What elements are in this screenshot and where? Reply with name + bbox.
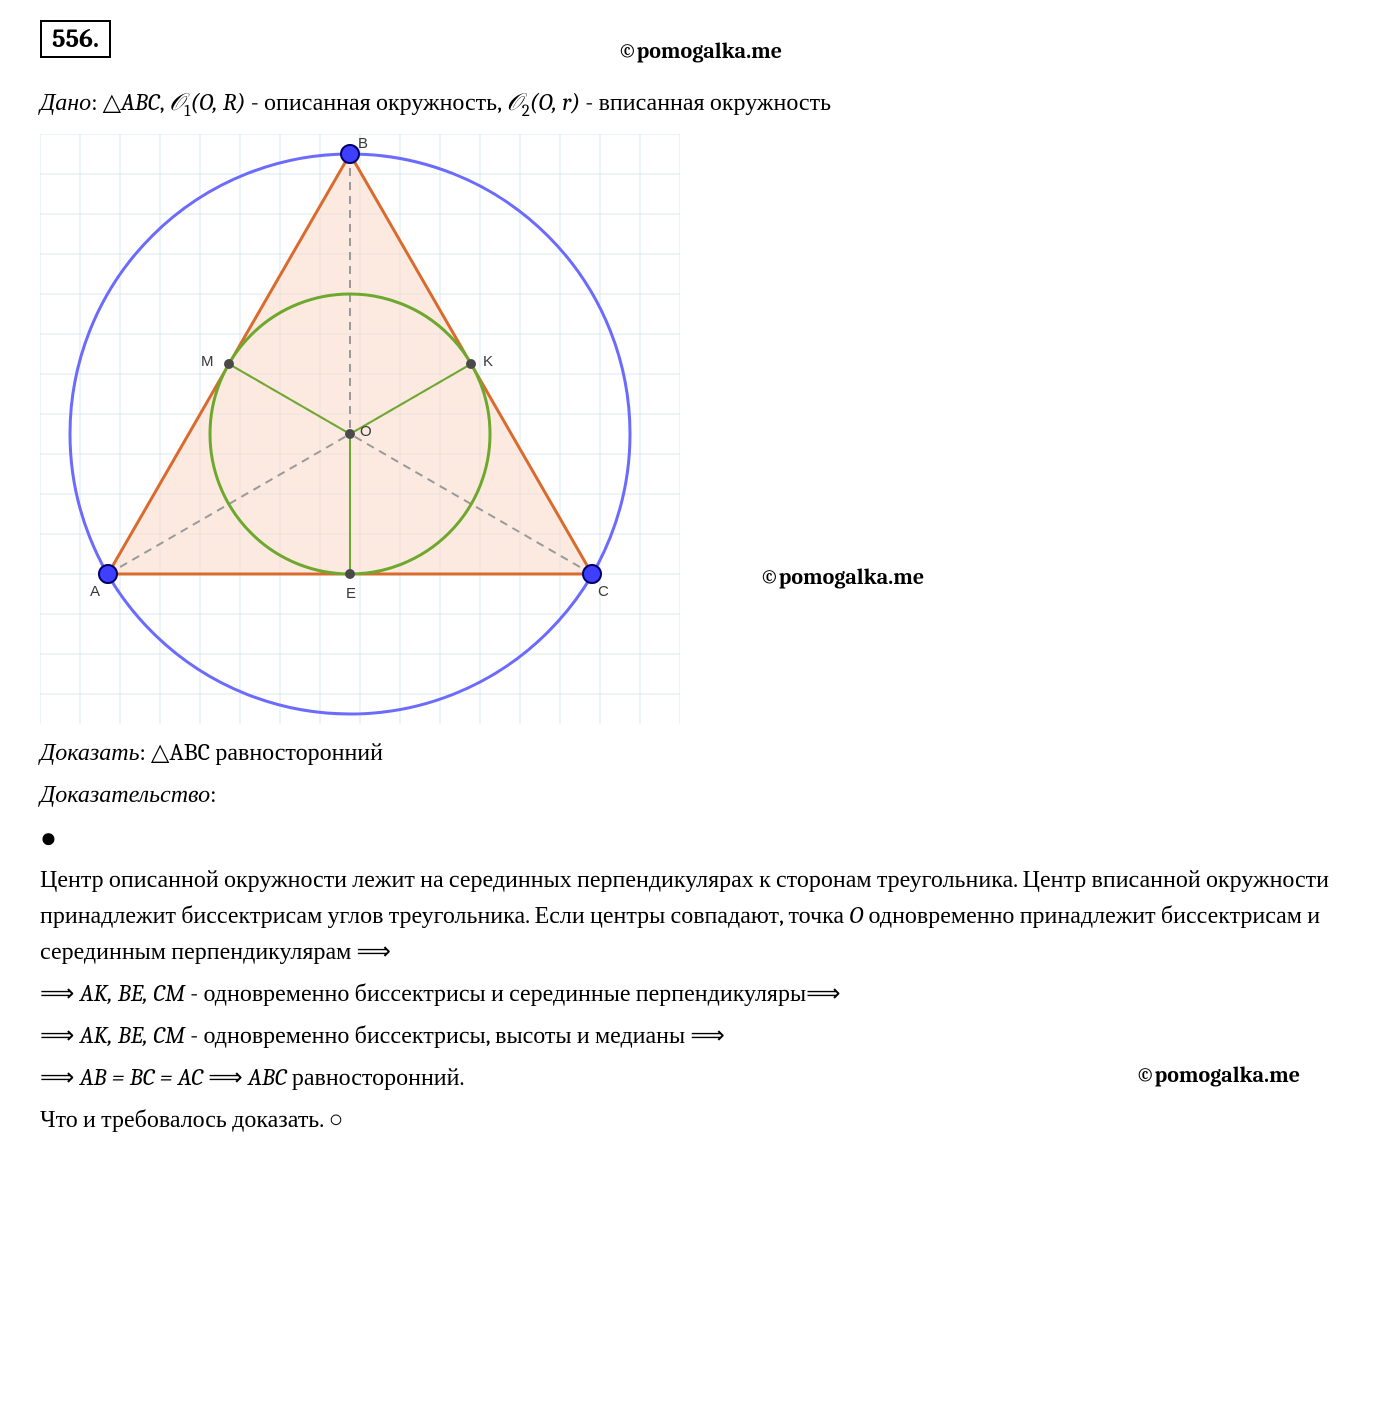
qed: Что и требовалось доказать. ○ xyxy=(40,1101,1360,1137)
prove-label: Доказать xyxy=(40,738,140,766)
proof-p3: ⟹ AK, BE, CM - одновременно биссектрисы,… xyxy=(40,1017,1360,1053)
diagram: A B C M K E O ©pomogalka.me xyxy=(40,134,1360,724)
watermark-bottom: ©pomogalka.me xyxy=(1136,1059,1300,1092)
prove-line: Доказать: △ABC равносторонний xyxy=(40,734,1360,770)
bullet: ● xyxy=(40,822,1360,855)
svg-text:O: O xyxy=(360,423,372,440)
proof-p4: ⟹ AB = BC = AC ⟹ ABC равносторонний. ©po… xyxy=(40,1059,1360,1095)
proof-body: Центр описанной окружности лежит на сере… xyxy=(40,861,1360,1137)
svg-text:E: E xyxy=(346,585,356,602)
given-label: Дано xyxy=(40,88,91,116)
svg-text:B: B xyxy=(358,135,368,152)
proof-label-line: Доказательство: xyxy=(40,776,1360,812)
svg-text:M: M xyxy=(201,353,214,370)
svg-text:A: A xyxy=(90,583,100,600)
given-line: Дано: △ABC, 𝒪1(O, R) - описанная окружно… xyxy=(40,84,1360,124)
problem-number: 556. xyxy=(40,20,111,58)
svg-text:C: C xyxy=(598,583,609,600)
proof-p2: ⟹ AK, BE, CM - одновременно биссектрисы … xyxy=(40,975,1360,1011)
geometry-svg: A B C M K E O xyxy=(40,134,680,724)
watermark-middle: ©pomogalka.me xyxy=(760,564,924,590)
proof-label: Доказательство xyxy=(40,780,210,808)
watermark-top: ©pomogalka.me xyxy=(40,38,1360,64)
svg-text:K: K xyxy=(483,353,493,370)
proof-p1: Центр описанной окружности лежит на сере… xyxy=(40,861,1360,969)
